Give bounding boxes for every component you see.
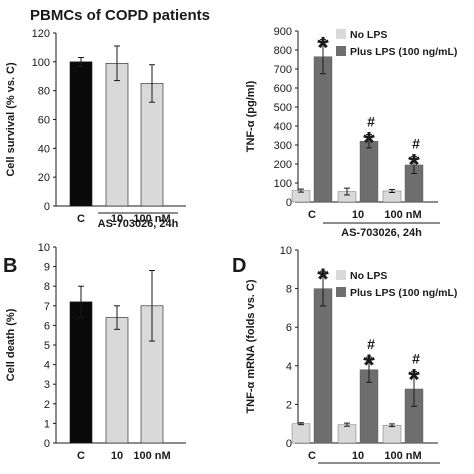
y-tick-label: 900	[274, 26, 292, 38]
x-tick-label: 10	[111, 450, 123, 462]
y-tick-label: 40	[38, 143, 50, 155]
y-tick-label: 8	[286, 284, 292, 296]
legend-label: No LPS	[350, 270, 387, 282]
y-tick-label: 6	[286, 322, 292, 334]
y-tick-label: 700	[274, 64, 292, 76]
x-tick-label: 100 nM	[384, 209, 421, 221]
y-tick-label: 4	[44, 360, 50, 372]
y-tick-label: 200	[274, 159, 292, 171]
y-tick-label: 9	[44, 262, 50, 274]
x-tick-label: 10	[352, 209, 364, 221]
treatment-label: AS-703026, 24h	[98, 218, 179, 230]
x-tick-label: 10	[352, 450, 364, 462]
y-tick-label: 100	[274, 178, 292, 190]
bar	[69, 301, 93, 444]
y-tick-label: 1	[44, 418, 50, 430]
y-axis-label: TNF-α mRNA (folds vs. C)	[245, 279, 257, 413]
legend-label: Plus LPS (100 ng/mL)	[350, 46, 457, 58]
chart-a: 0 20 40 60 80 100 120 Cell survival (% vs. C) A C…	[0, 0, 186, 230]
y-tick-label: 100	[32, 57, 50, 69]
bar	[105, 62, 129, 207]
y-tick-label: 3	[44, 379, 50, 391]
bar	[337, 424, 357, 444]
chart-d: 0 2 4 6 8 10 TNF-α mRNA (folds vs. C) D C 10 100 n…	[232, 245, 457, 464]
y-axis-label: Cell death (%)	[5, 308, 17, 381]
significance-hash: #	[412, 351, 420, 367]
legend-label: No LPS	[350, 29, 387, 41]
bar	[382, 425, 402, 444]
bar	[291, 423, 311, 444]
figure-title: PBMCs of COPD patients	[30, 7, 210, 24]
y-tick-label: 300	[274, 140, 292, 152]
significance-star: *	[363, 349, 375, 382]
y-tick-label: 0	[286, 438, 292, 450]
chart-c: 0 100 200 300 400 500 600 700 800 900 TNF-α (pg/ml…	[245, 26, 457, 239]
treatment-label: AS-703026, 24h	[341, 227, 422, 239]
y-tick-label: 0	[44, 438, 50, 450]
significance-star: *	[363, 127, 375, 160]
significance-star: *	[317, 263, 329, 296]
y-tick-label: 8	[44, 281, 50, 293]
significance-star: *	[408, 364, 420, 397]
bar	[313, 288, 333, 444]
y-tick-label: 600	[274, 83, 292, 95]
y-tick-label: 2	[286, 399, 292, 411]
x-tick-label: 10	[111, 213, 123, 225]
y-tick-label: 6	[44, 320, 50, 332]
y-tick-label: 800	[274, 45, 292, 57]
panel-label: B	[3, 255, 17, 277]
legend-swatch	[336, 46, 346, 56]
y-tick-label: 0	[44, 201, 50, 213]
x-tick-label: C	[308, 450, 316, 462]
significance-hash: #	[367, 114, 375, 130]
y-tick-label: 10	[280, 245, 292, 257]
significance-hash: #	[412, 135, 420, 151]
legend-swatch	[336, 270, 346, 280]
y-tick-label: 5	[44, 340, 50, 352]
legend-swatch	[336, 29, 346, 39]
y-axis-label: TNF-α (pg/ml)	[245, 80, 257, 152]
legend-label: Plus LPS (100 ng/mL)	[350, 287, 457, 299]
x-tick-label: 100 nM	[133, 450, 170, 462]
y-tick-label: 120	[32, 28, 50, 40]
y-tick-label: 60	[38, 115, 50, 127]
significance-star: *	[317, 32, 329, 65]
significance-star: *	[408, 148, 420, 181]
y-tick-label: 2	[44, 399, 50, 411]
x-tick-label: C	[308, 209, 316, 221]
bar	[69, 61, 93, 207]
bar	[313, 56, 333, 203]
y-tick-label: 7	[44, 301, 50, 313]
y-tick-label: 4	[286, 361, 292, 373]
y-tick-label: 80	[38, 86, 50, 98]
y-tick-label: 0	[286, 197, 292, 209]
bar	[105, 317, 129, 444]
x-tick-label: 100 nM	[133, 213, 170, 225]
y-axis-label: Cell survival (% vs. C)	[5, 62, 17, 177]
significance-hash: #	[367, 336, 375, 352]
chart-b: 0 1 2 3 4 5 6 7 8 9 10 Cell death (%) B C 10 100 nM	[3, 242, 186, 462]
panel-label: D	[232, 255, 246, 277]
y-tick-label: 20	[38, 172, 50, 184]
legend-swatch	[336, 287, 346, 297]
x-tick-label: C	[77, 450, 85, 462]
y-tick-label: 500	[274, 102, 292, 114]
y-tick-label: 400	[274, 121, 292, 133]
x-tick-label: C	[77, 213, 85, 225]
y-tick-label: 10	[38, 242, 50, 254]
panel-label: A	[0, 0, 14, 5]
x-tick-label: 100 nM	[384, 450, 421, 462]
